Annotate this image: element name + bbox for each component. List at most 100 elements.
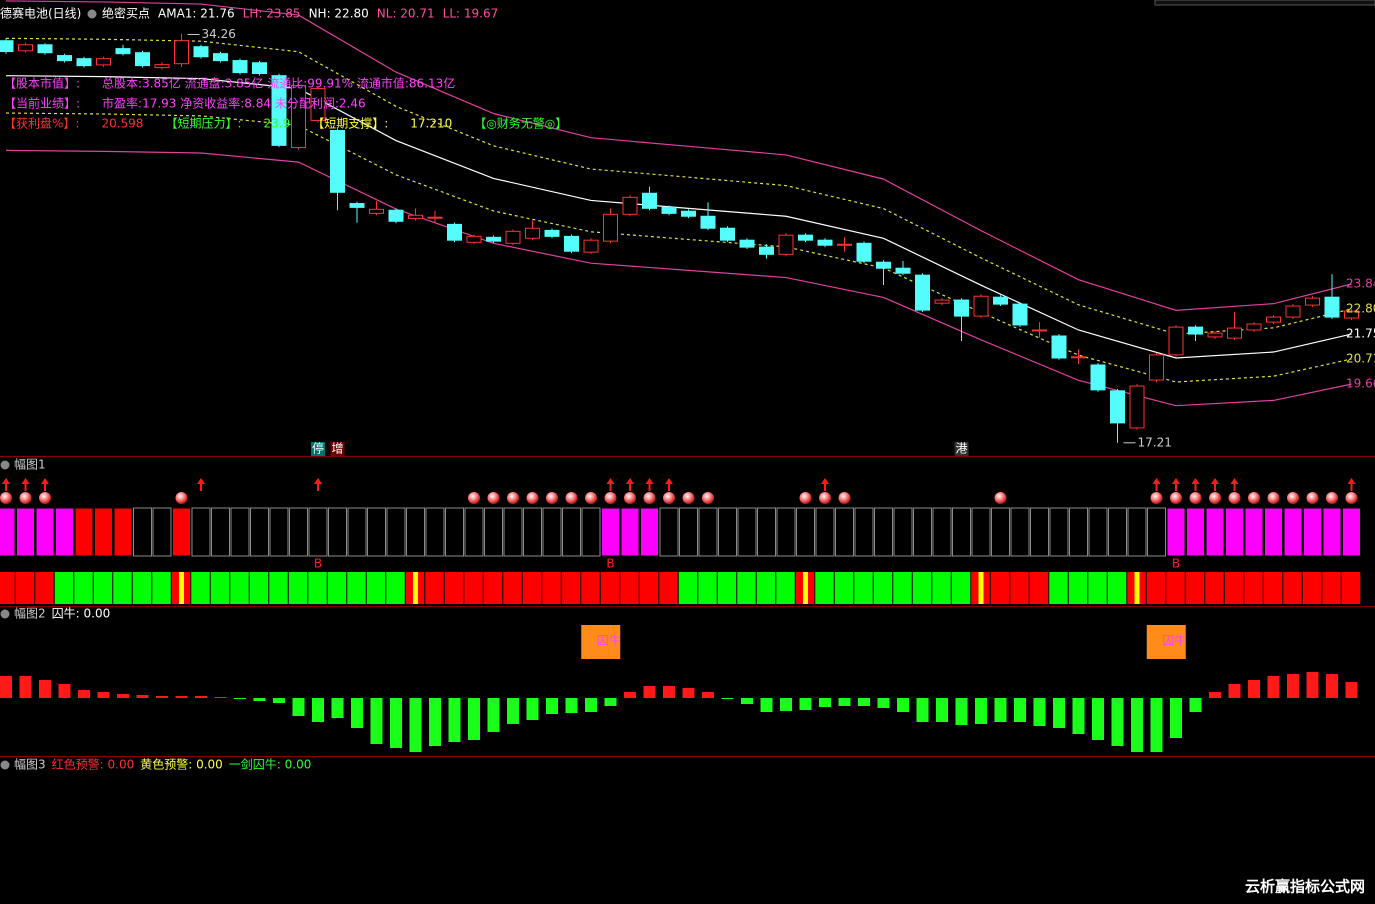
bar [643,686,656,698]
marker-bg [311,442,325,456]
signal-ball [1170,492,1182,504]
bar [682,688,695,698]
bar [916,698,929,722]
bar [351,698,363,728]
signal-ball [1267,492,1280,504]
bar [1170,698,1182,738]
state-bar [620,572,639,604]
state-bar [698,572,717,604]
signal-box [172,507,191,557]
signal-box [113,507,133,557]
bar [507,698,519,724]
signal-box [55,507,74,557]
state-bar [815,572,834,604]
candle-body [213,53,228,62]
legend-item: NH: 22.80 [309,7,369,21]
state-bar [561,572,581,604]
signal-ball [994,492,1007,504]
bar [877,698,890,708]
signal-box [1264,507,1283,557]
panel-icon [0,460,10,470]
candle-body [993,296,1008,305]
signal-box [1283,507,1303,557]
candle-body [369,208,384,214]
candle-body [96,58,111,66]
state-bar [1049,572,1068,604]
state-bar [327,572,347,604]
candle-body [427,216,443,219]
bar [955,698,968,725]
state-bar [912,572,932,604]
panel-icon [87,9,97,19]
legend-item: LH: 23.85 [243,7,301,21]
signal-box [523,507,542,557]
bar [526,698,539,720]
candle-body [193,46,209,58]
candle-body [1071,356,1086,359]
state-bar [1283,572,1302,604]
signal-box [367,507,386,557]
state-stripe [179,572,184,604]
state-bar [54,572,74,604]
signal-arrow [2,478,10,491]
state-bar [1010,572,1029,604]
chart-title: 德赛电池(日线) [0,6,81,21]
y-tick-label: 20.71 [1346,351,1375,365]
bar [994,698,1007,722]
candle-body [720,227,735,241]
signal-box [640,507,659,557]
candle-body [817,239,833,246]
legend-item: 一剑囚牛: 0.00 [229,757,312,772]
signal-box [74,507,94,557]
bar [429,698,441,746]
legend-item: 17.210 [410,117,452,131]
state-bar [1185,572,1205,604]
signal-ball [1248,492,1260,504]
y-tick-label: 22.80 [1346,301,1375,315]
state-bar [249,572,269,604]
legend-item: AMA1: 21.76 [158,7,235,21]
bar [214,697,227,698]
state-bar [503,572,522,604]
candle-body [1032,329,1047,332]
candle-body [564,235,579,252]
state-bar [932,572,951,604]
marker-bg [954,442,969,456]
signal-box [835,507,854,557]
signal-arrow [41,478,49,491]
signal-box [191,507,211,557]
signal-ball [604,492,617,504]
signal-box [971,507,991,557]
candle-body [388,209,404,222]
legend-item: 【获利盘%】: [4,116,79,131]
bar [819,698,831,707]
y-tick-label: 21.75 [1346,327,1375,341]
bar [1111,698,1124,746]
candle-body [174,40,189,65]
bar [78,690,90,698]
state-bar [1166,572,1185,604]
signal-box [542,507,562,557]
candle-body [310,88,326,121]
state-bar [854,572,873,604]
candle-body [1285,305,1301,318]
bar [565,698,578,713]
bar [409,698,422,752]
bar [546,698,558,714]
state-stripe [978,572,984,604]
signal-arrow [314,478,322,491]
state-stripe [803,572,808,604]
candle-body [895,267,911,274]
signal-box [913,507,932,557]
legend-item: NL: 20.71 [377,7,435,21]
legend-item: 【股本市值】: [4,76,80,91]
signal-box [1342,507,1361,557]
candle-body [525,227,540,239]
candle-body [622,196,638,215]
signal-box [659,507,679,557]
legend-item: 23.9 [264,117,291,131]
bar [760,698,773,712]
band-line [5,0,1352,311]
signal-ball [838,492,851,504]
bar [468,698,480,740]
